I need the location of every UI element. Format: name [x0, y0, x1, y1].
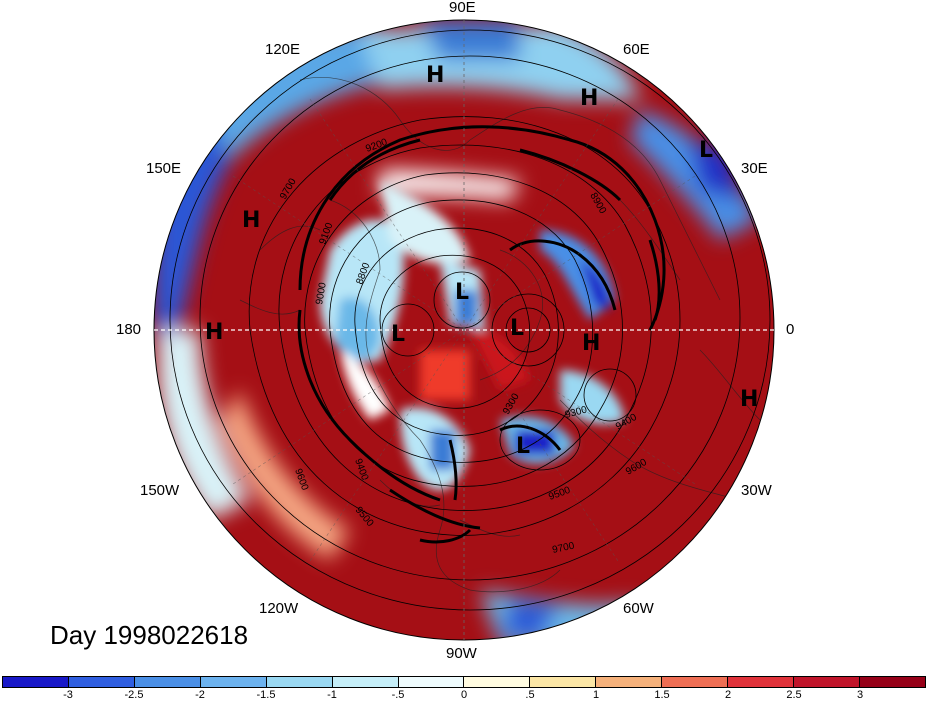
lon-label-0: 0: [786, 321, 795, 338]
colorbar-tick-label: 1: [592, 689, 600, 701]
pressure-center-low: L: [391, 322, 406, 347]
colorbar-cell: [530, 677, 597, 687]
lon-label-150w: 150W: [140, 482, 180, 499]
colorbar-cell: [200, 677, 267, 687]
lon-label-90e: 90E: [449, 0, 476, 16]
colorbar-cell: [134, 677, 201, 687]
contour-label: 9700: [551, 540, 575, 555]
colorbar-cell: [68, 677, 135, 687]
pressure-center-high: H: [205, 320, 224, 345]
lon-label-60w: 60W: [623, 600, 654, 617]
colorbar-tick-label: -1: [327, 689, 337, 701]
colorbar-cell: [464, 677, 531, 687]
lon-label-30e: 30E: [741, 160, 768, 177]
colorbar-tick-label: 2.5: [786, 689, 802, 701]
colorbar-cell: [3, 677, 69, 687]
colorbar-cell: [662, 677, 729, 687]
lon-label-150e: 150E: [146, 160, 182, 177]
colorbar-tick-label: .5: [525, 689, 535, 701]
lon-label-120e: 120E: [265, 41, 301, 58]
day-label: Day 1998022618: [50, 620, 249, 650]
pressure-center-high: H: [740, 387, 759, 412]
colorbar-tick-label: -2: [195, 689, 205, 701]
graticule: [153, 19, 775, 641]
colorbar-cell: [794, 677, 860, 687]
lon-label-180: 180: [116, 321, 142, 338]
pressure-center-low: L: [516, 434, 531, 459]
colorbar-cell: [596, 677, 663, 687]
colorbar-tick-label: -3: [63, 689, 73, 701]
colorbar-tick-label: -.5: [391, 689, 405, 701]
colorbar-cell: [332, 677, 399, 687]
pressure-center-high: H: [582, 331, 601, 356]
colorbar-tick-label: -1.5: [256, 689, 276, 701]
colorbar-tick-label: 0: [460, 689, 468, 701]
pressure-center-high: H: [580, 86, 599, 111]
pressure-center-low: L: [510, 316, 525, 341]
lon-label-30w: 30W: [741, 482, 772, 499]
colorbar-tick-label: 1.5: [654, 689, 670, 701]
pressure-center-high: H: [242, 208, 261, 233]
colorbar-cell: [728, 677, 795, 687]
colorbar-tick-label: 3: [856, 689, 864, 701]
colorbar-cell: [266, 677, 333, 687]
lon-label-120w: 120W: [259, 600, 299, 617]
pressure-center-low: L: [699, 138, 714, 163]
colorbar-cell: [398, 677, 465, 687]
lon-label-90w: 90W: [446, 645, 477, 662]
pressure-center-high: H: [426, 63, 445, 88]
colorbar-cell: [859, 677, 925, 687]
contour-label: 9000: [314, 281, 329, 305]
colorbar: [2, 676, 926, 688]
pressure-center-low: L: [455, 280, 470, 305]
colorbar-tick-label: 2: [724, 689, 732, 701]
colorbar-tick-label: -2.5: [124, 689, 144, 701]
lon-label-60e: 60E: [623, 41, 650, 58]
